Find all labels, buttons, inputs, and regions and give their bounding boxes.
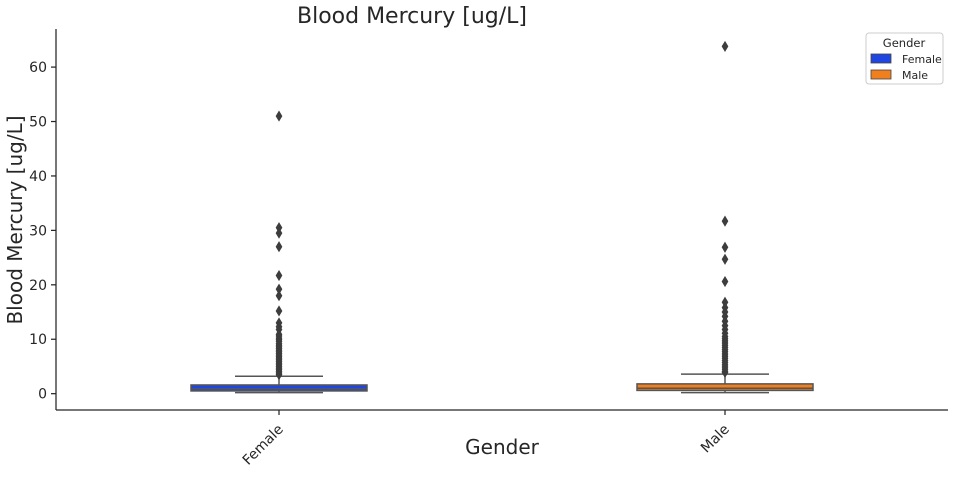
legend-swatch-male (870, 69, 892, 80)
y-tick-label: 10 (29, 332, 47, 348)
outlier-point (275, 290, 283, 302)
legend-swatch-female (870, 53, 892, 64)
y-tick-label: 60 (29, 60, 47, 76)
outlier-point (275, 269, 283, 282)
y-axis-title: Blood Mercury [ug/L] (3, 115, 27, 324)
outlier-point (721, 275, 729, 288)
legend-label-female: Female (902, 53, 942, 66)
outlier-point (721, 241, 729, 253)
y-axis-ticks: 0 10 20 30 40 50 60 (29, 60, 56, 403)
x-tick-label: Female (240, 422, 287, 469)
legend-label-male: Male (902, 69, 928, 82)
y-tick-label: 0 (38, 387, 47, 403)
y-tick-label: 30 (29, 223, 47, 239)
outlier-point (275, 227, 283, 239)
legend-title: Gender (883, 36, 926, 50)
outlier-point (275, 305, 283, 317)
outlier-point (721, 40, 729, 53)
y-tick-label: 50 (29, 115, 47, 131)
box-group-female (190, 110, 368, 394)
x-axis-title: Gender (465, 435, 539, 459)
plot-area (190, 40, 814, 394)
outlier-point (721, 366, 729, 379)
chart-title: Blood Mercury [ug/L] (297, 4, 527, 29)
outlier-point (275, 241, 283, 253)
box-iqr (636, 383, 814, 392)
y-tick-label: 20 (29, 278, 47, 294)
outlier-point (275, 369, 283, 381)
outlier-point (721, 215, 729, 227)
legend: Gender Female Male (865, 32, 944, 85)
box-group-male (636, 40, 814, 394)
outlier-point (275, 110, 283, 122)
outlier-point (721, 253, 729, 265)
x-tick-label: Male (698, 422, 733, 457)
box-iqr (190, 384, 368, 392)
y-tick-label: 40 (29, 169, 47, 185)
